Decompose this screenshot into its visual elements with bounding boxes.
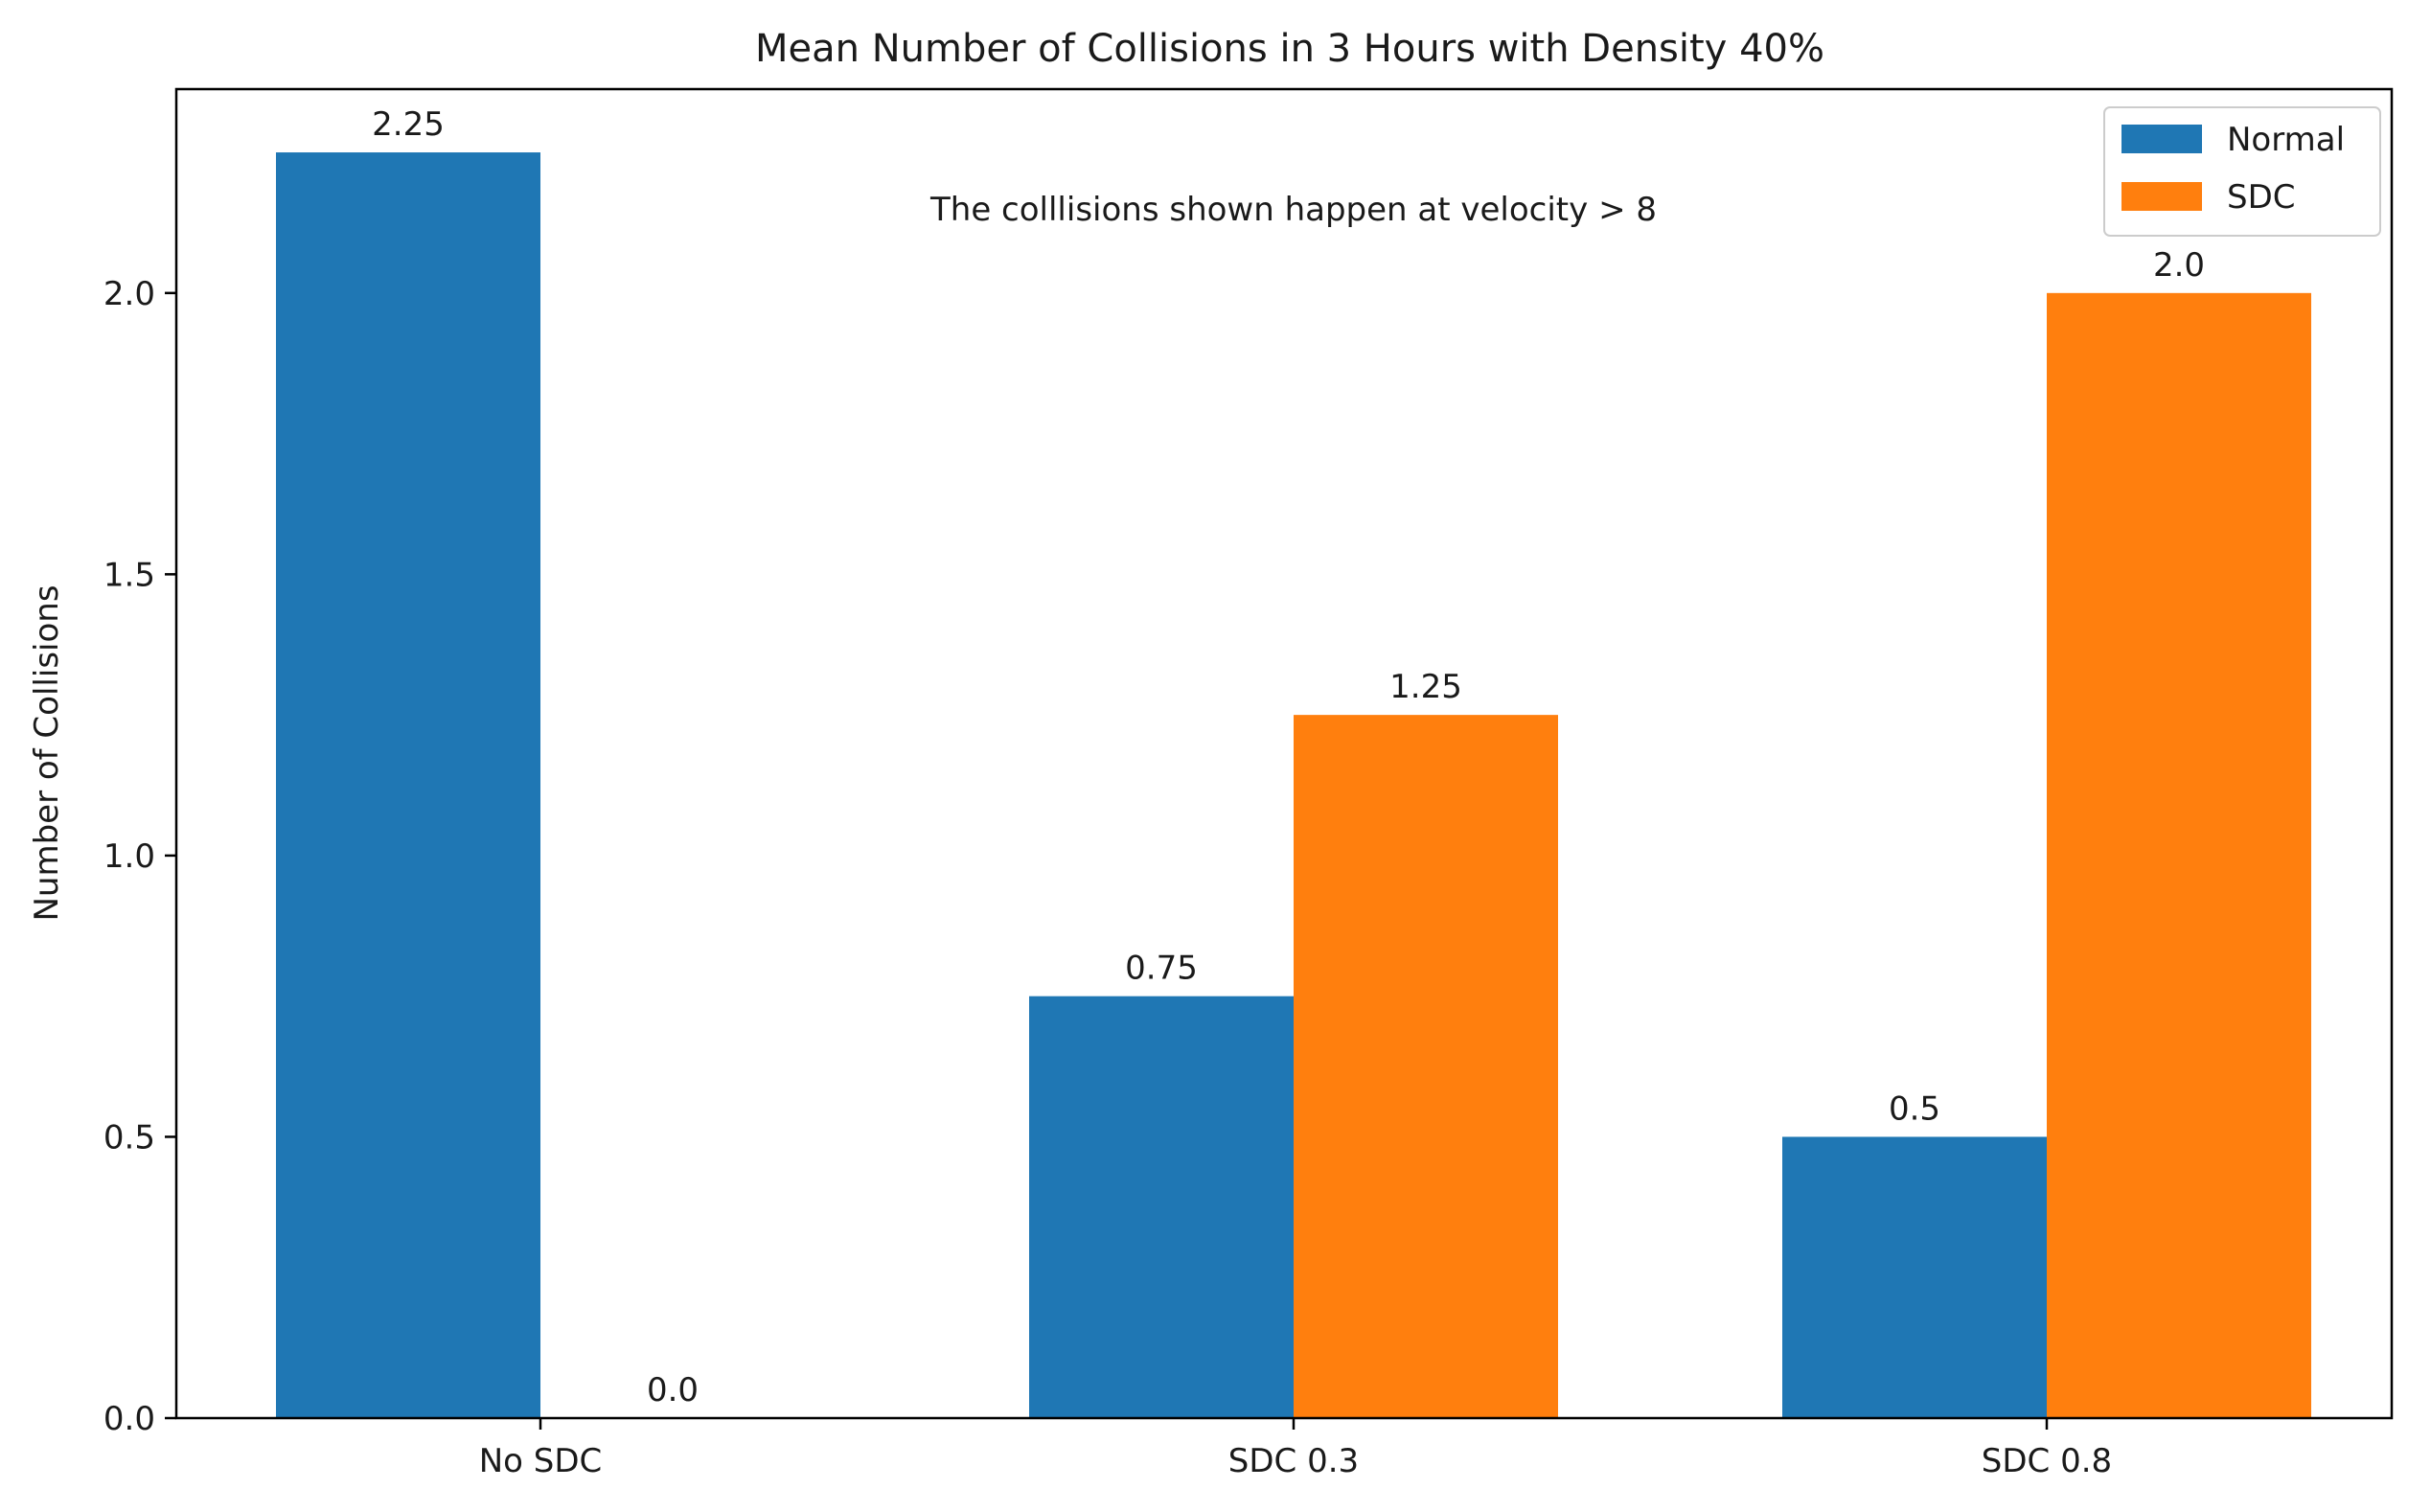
- bar-value-label: 0.75: [1125, 950, 1198, 988]
- bar-value-label: 0.5: [1889, 1089, 1940, 1128]
- chart-annotation: The colllisions shown happen at velocity…: [929, 191, 1657, 229]
- x-axis: No SDC SDC 0.3 SDC 0.8: [479, 1418, 2112, 1480]
- legend-swatch-normal: [2121, 125, 2202, 153]
- legend: Normal SDC: [2103, 106, 2381, 237]
- bar-normal-2: [1782, 1136, 2047, 1418]
- legend-label-normal: Normal: [2227, 121, 2345, 159]
- legend-swatch-sdc: [2121, 182, 2202, 211]
- bar-value-label: 1.25: [1389, 668, 1462, 706]
- bar-labels-layer: 2.25 0.75 0.5 0.0 1.25 2.0: [372, 105, 2205, 1409]
- bar-value-label: 2.25: [372, 105, 445, 144]
- bar-sdc-2: [2047, 292, 2311, 1419]
- legend-label-sdc: SDC: [2227, 178, 2296, 217]
- x-tick-label: SDC 0.3: [1228, 1442, 1359, 1480]
- y-axis-label: Number of Collisions: [28, 584, 66, 921]
- bar-value-label: 2.0: [2153, 246, 2205, 285]
- chart-title: Mean Number of Collisions in 3 Hours wit…: [755, 27, 1824, 71]
- plot-frame: [174, 87, 2394, 1420]
- bar-normal-1: [1029, 996, 1294, 1418]
- bar-sdc-1: [1294, 715, 1558, 1418]
- y-tick-label: 1.5: [103, 556, 155, 594]
- bar-normal-0: [276, 152, 540, 1419]
- bars-layer: [276, 152, 2311, 1419]
- bar-value-label: 0.0: [647, 1371, 699, 1409]
- y-tick-label: 1.0: [103, 837, 155, 876]
- x-tick-label: SDC 0.8: [1982, 1442, 2112, 1480]
- x-tick-label: No SDC: [479, 1442, 603, 1480]
- y-tick-label: 2.0: [103, 275, 155, 313]
- y-tick-label: 0.0: [103, 1400, 155, 1438]
- y-axis: 0.0 0.5 1.0 1.5 2.0: [103, 275, 176, 1438]
- y-tick-label: 0.5: [103, 1118, 155, 1157]
